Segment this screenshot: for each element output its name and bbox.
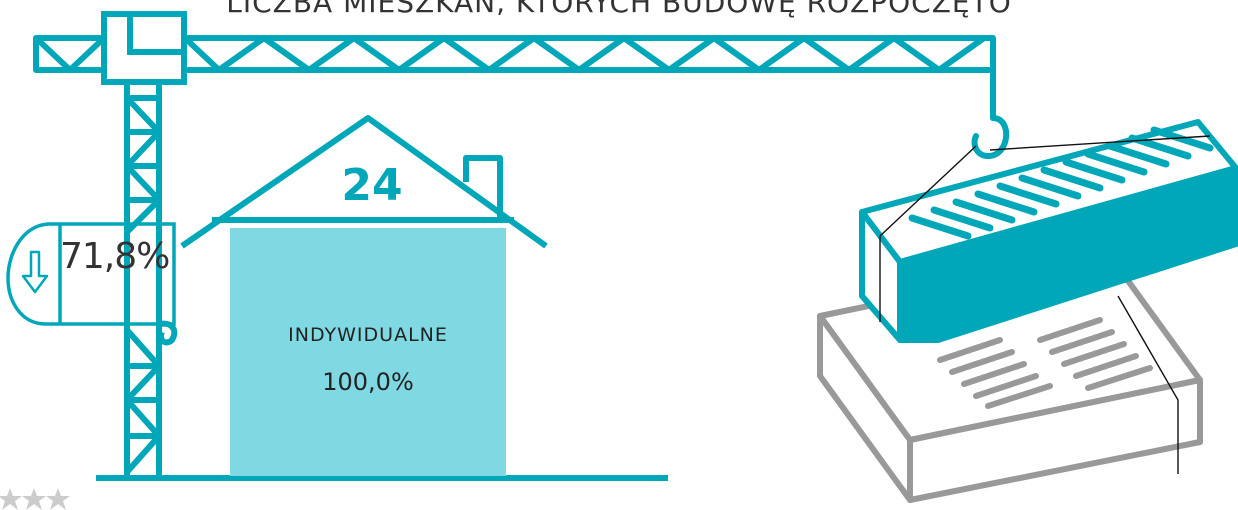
- category-label: INDYWIDUALNE: [288, 324, 448, 346]
- crane-tower: [124, 82, 162, 478]
- category-share: 100,0%: [322, 368, 414, 396]
- crane-jib: [33, 35, 996, 73]
- chart-title: LICZBA MIESZKAŃ, KTÓRYCH BUDOWĘ ROZPOCZĘ…: [226, 0, 1012, 19]
- house-body-fill: [230, 228, 506, 476]
- change-badge: [6, 222, 178, 346]
- crane-cab: [101, 11, 187, 85]
- teal-container-ribs: [908, 126, 1214, 240]
- change-percent: 71,8%: [60, 236, 170, 277]
- house-outline: [180, 115, 548, 249]
- grey-container-ribs: [937, 317, 1153, 409]
- dwellings-count: 24: [341, 160, 403, 211]
- arrow-down-icon: [21, 250, 49, 294]
- star-icons: [0, 488, 70, 510]
- crane-hook: [971, 67, 1010, 159]
- hook-cables: [879, 135, 1211, 474]
- grey-container: [817, 253, 1203, 503]
